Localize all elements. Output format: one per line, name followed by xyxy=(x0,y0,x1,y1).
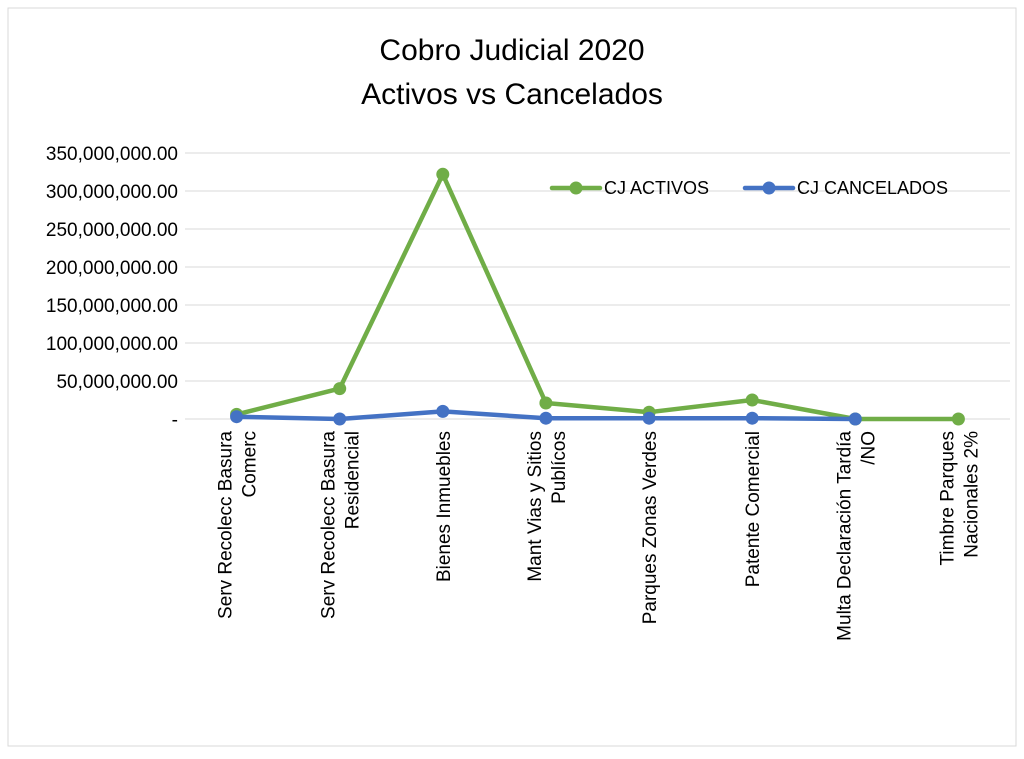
y-tick-label: 250,000,000.00 xyxy=(46,220,178,241)
data-point xyxy=(539,396,553,410)
data-point xyxy=(951,412,965,426)
data-point xyxy=(745,411,759,425)
series-line-1 xyxy=(234,172,961,422)
data-point xyxy=(333,382,347,396)
series xyxy=(230,167,965,426)
legend-label: CJ ACTIVOS xyxy=(604,178,709,198)
x-tick-label: Serv Recolecc Basura Comerc xyxy=(216,431,261,619)
y-tick-label: 150,000,000.00 xyxy=(46,296,178,317)
y-tick-label: 300,000,000.00 xyxy=(46,182,178,203)
legend-label: CJ CANCELADOS xyxy=(797,178,948,198)
chart-title: Cobro Judicial 2020 Activos vs Cancelados xyxy=(361,34,663,111)
x-tick-label: Mant Vias y Sitios Publícos xyxy=(525,431,570,582)
x-tick-label: Multa Declaración Tardía/NO xyxy=(834,431,879,641)
data-point xyxy=(230,410,244,424)
data-point xyxy=(333,412,347,426)
y-tick-label: 50,000,000.00 xyxy=(56,372,178,393)
y-tick-label: - xyxy=(172,410,178,431)
legend: CJ ACTIVOS CJ CANCELADOS xyxy=(549,178,948,198)
data-point xyxy=(745,393,759,407)
x-tick-label: Timbre Parques Nacionales 2% xyxy=(937,431,982,566)
y-tick-label: 200,000,000.00 xyxy=(46,258,178,279)
legend-marker xyxy=(762,181,776,195)
legend-marker xyxy=(569,181,583,195)
data-point xyxy=(539,411,553,425)
x-tick-label: Serv Recolecc Basura Residencial xyxy=(319,431,364,619)
x-tick-label: Parques Zonas Verdes xyxy=(640,431,661,624)
chart-title-line: Activos vs Cancelados xyxy=(361,78,663,111)
x-tick-label: Bienes Inmuebles xyxy=(434,431,455,582)
chart-border xyxy=(7,7,1017,747)
data-point xyxy=(436,167,450,181)
y-tick-label: 350,000,000.00 xyxy=(46,144,178,165)
y-tick-label: 100,000,000.00 xyxy=(46,334,178,355)
x-axis-ticks: Serv Recolecc Basura Comerc Serv Recolecc … xyxy=(216,431,983,641)
data-point xyxy=(436,404,450,418)
data-point xyxy=(848,412,862,426)
y-axis-ticks: - 50,000,000.00 100,000,000.00 150,000,000.… xyxy=(46,144,178,431)
data-point xyxy=(642,411,656,425)
x-tick-label: Patente Comercial xyxy=(743,431,764,587)
chart-title-line: Cobro Judicial 2020 xyxy=(379,34,644,67)
